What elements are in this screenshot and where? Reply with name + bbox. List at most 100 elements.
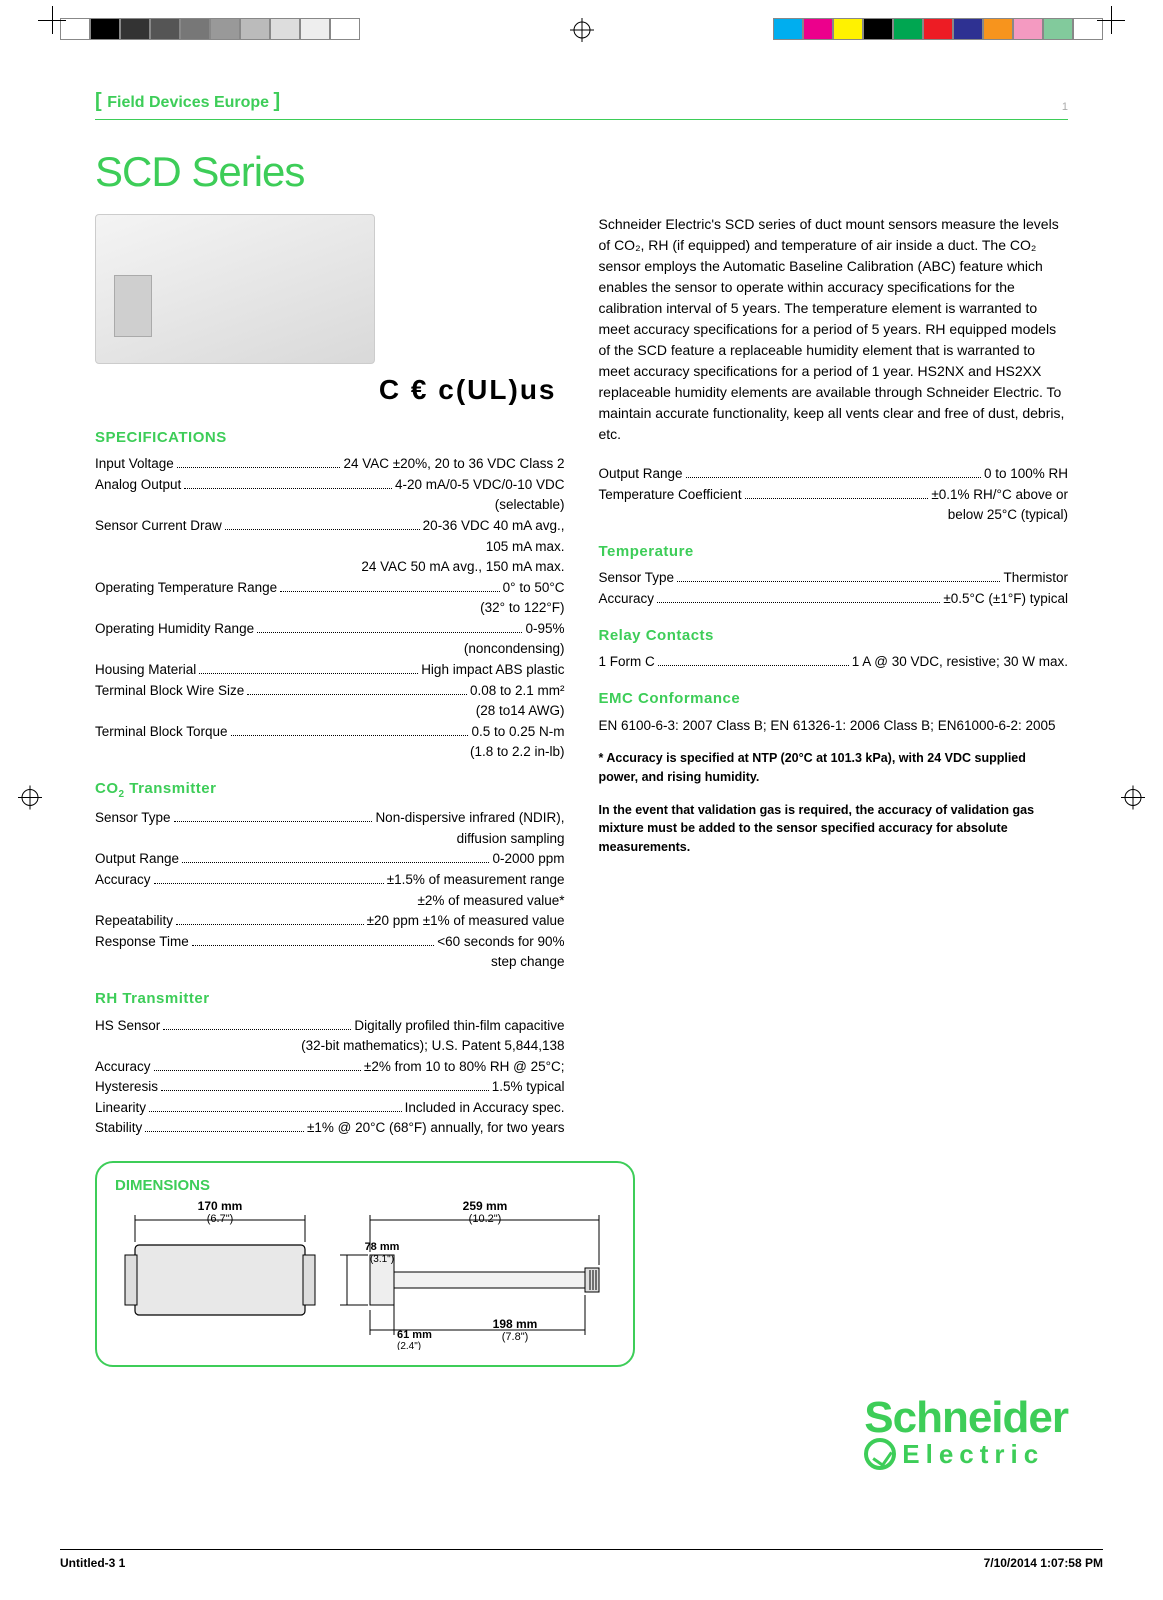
- spec-row: HS SensorDigitally profiled thin-film ca…: [95, 1016, 565, 1036]
- svg-text:(3.1"): (3.1"): [370, 1254, 394, 1265]
- relay-heading: Relay Contacts: [599, 625, 1069, 647]
- spec-row: Housing MaterialHigh impact ABS plastic: [95, 660, 565, 680]
- spec-row: Sensor Type Non-dispersive infrared (NDIR…: [95, 808, 565, 828]
- page-content: [ Field Devices Europe ] 1 SCD Series C …: [95, 90, 1068, 1490]
- svg-text:(7.8"): (7.8"): [502, 1331, 529, 1343]
- spec-value: 0.5 to 0.25 N-m: [471, 722, 564, 742]
- leader-dots: [192, 934, 434, 946]
- spec-value: 0° to 50°C: [503, 578, 565, 598]
- spec-value: Included in Accuracy spec.: [405, 1098, 565, 1118]
- spec-continuation: (32-bit mathematics); U.S. Patent 5,844,…: [95, 1036, 565, 1056]
- spec-value: 1.5% typical: [492, 1077, 565, 1097]
- rh-list: HS SensorDigitally profiled thin-film ca…: [95, 1016, 565, 1138]
- spec-row: Temperature Coefficient±0.1% RH/°C above…: [599, 485, 1069, 505]
- color-swatch: [773, 18, 803, 40]
- spec-label: Repeatability: [95, 911, 173, 931]
- spec-label: Sensor Type: [95, 808, 171, 828]
- leader-dots: [182, 851, 489, 863]
- spec-label: Response Time: [95, 932, 189, 952]
- spec-value: 0-95%: [525, 619, 564, 639]
- spec-label: Hysteresis: [95, 1077, 158, 1097]
- spec-label: Output Range: [599, 464, 683, 484]
- color-swatch: [120, 18, 150, 40]
- temp-list: Sensor TypeThermistorAccuracy±0.5°C (±1°…: [599, 568, 1069, 608]
- spec-continuation: (selectable): [95, 495, 565, 515]
- leader-dots: [177, 456, 341, 468]
- spec-value: 0-2000 ppm: [492, 849, 564, 869]
- svg-text:(10.2"): (10.2"): [469, 1213, 502, 1225]
- logo-text-top: Schneider: [864, 1398, 1068, 1438]
- leader-dots: [677, 570, 1000, 582]
- leader-dots: [257, 621, 522, 633]
- page-title: SCD Series: [95, 148, 1068, 196]
- spec-label: Accuracy: [95, 1057, 151, 1077]
- spec-row: Sensor Current Draw 20-36 VDC 40 mA avg.,: [95, 516, 565, 536]
- spec-label: Terminal Block Wire Size: [95, 681, 244, 701]
- footer-right: 7/10/2014 1:07:58 PM: [984, 1556, 1103, 1570]
- schneider-logo: Schneider Electric: [864, 1398, 1068, 1470]
- spec-row: 1 Form C1 A @ 30 VDC, resistive; 30 W ma…: [599, 652, 1069, 672]
- page-number: 1: [1062, 101, 1068, 113]
- svg-text:78 mm: 78 mm: [365, 1241, 400, 1253]
- spec-label: Output Range: [95, 849, 179, 869]
- spec-label: Input Voltage: [95, 454, 174, 474]
- footer-left: Untitled-3 1: [60, 1556, 125, 1570]
- dimensions-diagram: 170 mm (6.7") 259 mm (10.2") 78 mm (3.1"…: [115, 1200, 615, 1350]
- spec-continuation: step change: [95, 952, 565, 972]
- spec-continuation: (noncondensing): [95, 639, 565, 659]
- accuracy-note-2: In the event that validation gas is requ…: [599, 801, 1069, 857]
- right-column: Schneider Electric's SCD series of duct …: [599, 214, 1069, 1139]
- leader-dots: [658, 654, 849, 666]
- spec-value: Non-dispersive infrared (NDIR),: [375, 808, 564, 828]
- spec-label: 1 Form C: [599, 652, 655, 672]
- specs-heading: SPECIFICATIONS: [95, 427, 565, 449]
- spec-label: Operating Humidity Range: [95, 619, 254, 639]
- color-swatch: [983, 18, 1013, 40]
- spec-row: Operating Humidity Range 0-95%: [95, 619, 565, 639]
- product-image: [95, 214, 375, 364]
- spec-row: Repeatability±20 ppm ±1% of measured val…: [95, 911, 565, 931]
- color-swatch: [953, 18, 983, 40]
- spec-continuation: 105 mA max.: [95, 537, 565, 557]
- svg-text:259 mm: 259 mm: [463, 1200, 508, 1213]
- color-swatch: [300, 18, 330, 40]
- leader-dots: [145, 1120, 304, 1132]
- breadcrumb: Field Devices Europe: [107, 94, 269, 111]
- spec-label: Terminal Block Torque: [95, 722, 228, 742]
- leader-dots: [154, 872, 384, 884]
- spec-continuation: (1.8 to 2.2 in-lb): [95, 742, 565, 762]
- spec-label: Housing Material: [95, 660, 196, 680]
- spec-label: Sensor Current Draw: [95, 516, 222, 536]
- crop-mark: [38, 6, 66, 34]
- spec-label: Analog Output: [95, 475, 181, 495]
- left-column: C € c(UL)us SPECIFICATIONS Input Voltage…: [95, 214, 565, 1139]
- leader-dots: [184, 477, 392, 489]
- color-swatch: [210, 18, 240, 40]
- bracket-icon: [: [95, 90, 107, 112]
- color-swatch: [270, 18, 300, 40]
- leader-dots: [161, 1079, 489, 1091]
- svg-text:170 mm: 170 mm: [198, 1200, 243, 1213]
- certification-marks: C € c(UL)us: [95, 370, 565, 411]
- spec-row: Sensor TypeThermistor: [599, 568, 1069, 588]
- color-swatch: [180, 18, 210, 40]
- spec-label: Linearity: [95, 1098, 146, 1118]
- spec-value: 20-36 VDC 40 mA avg.,: [423, 516, 565, 536]
- print-footer: Untitled-3 1 7/10/2014 1:07:58 PM: [60, 1549, 1103, 1570]
- relay-list: 1 Form C1 A @ 30 VDC, resistive; 30 W ma…: [599, 652, 1069, 672]
- leader-dots: [149, 1100, 402, 1112]
- emc-text: EN 6100-6-3: 2007 Class B; EN 61326-1: 2…: [599, 716, 1069, 736]
- spec-row: Operating Temperature Range0° to 50°C: [95, 578, 565, 598]
- dimensions-heading: DIMENSIONS: [115, 1177, 615, 1194]
- accuracy-note-1: * Accuracy is specified at NTP (20°C at …: [599, 749, 1069, 787]
- leader-dots: [247, 682, 467, 694]
- spec-continuation: (28 to14 AWG): [95, 701, 565, 721]
- color-swatch: [240, 18, 270, 40]
- dimensions-panel: DIMENSIONS 170 mm (6.7") 259 mm (10.2: [95, 1161, 635, 1367]
- leader-dots: [154, 1059, 361, 1071]
- spec-row: Response Time<60 seconds for 90%: [95, 932, 565, 952]
- spec-row: Accuracy±2% from 10 to 80% RH @ 25°C;: [95, 1057, 565, 1077]
- spec-continuation: diffusion sampling: [95, 829, 565, 849]
- spec-value: 24 VAC ±20%, 20 to 36 VDC Class 2: [343, 454, 564, 474]
- printer-swatches-right: [773, 18, 1103, 40]
